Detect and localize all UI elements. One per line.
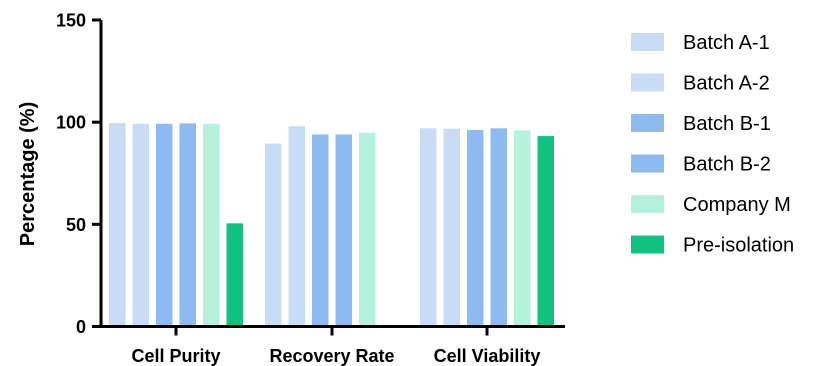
bar-batch-a-1-cell-purity [109,123,126,327]
bar-batch-a-2-cell-purity [132,123,149,327]
bar-batch-b-2-cell-purity [179,123,196,327]
bar-batch-a-1-cell-viability [420,128,437,327]
bar-batch-b-1-cell-viability [467,129,484,327]
legend-label: Batch B-2 [683,154,771,176]
bar-batch-a-2-recovery-rate [288,126,305,327]
y-axis-title: Percentage (%) [17,102,39,247]
legend-swatch [631,154,664,173]
bar-batch-a-2-cell-viability [443,128,460,327]
category-labels-group: Cell Purity Recovery Rate Cell Viability [131,326,541,366]
bars-group [109,123,554,327]
bar-company-m-cell-viability [514,130,531,327]
legend-label: Batch A-1 [683,32,770,54]
bar-pre-isolation-cell-purity [226,223,243,327]
bar-batch-b-1-cell-purity [156,123,173,327]
legend-label: Pre-isolation [683,235,794,257]
legend-swatch [631,195,664,213]
y-ticks-group: 0 50 100 150 [56,11,101,337]
bar-company-m-recovery-rate [359,132,376,327]
y-tick-label: 150 [56,11,86,31]
legend: Batch A-1 Batch A-2 Batch B-1 Batch B-2 Comp… [631,32,794,257]
legend-swatch [631,73,664,92]
legend-swatch [631,235,664,254]
bar-pre-isolation-cell-viability [537,136,554,327]
legend-swatch [631,33,664,51]
legend-label: Batch B-1 [683,113,771,135]
bar-batch-b-1-recovery-rate [312,134,329,327]
legend-swatch [631,114,664,132]
bar-batch-b-2-recovery-rate [335,134,352,327]
bar-batch-b-2-cell-viability [490,128,507,327]
y-tick-label: 100 [56,113,86,133]
x-category-label: Cell Viability [434,346,541,366]
x-category-label: Cell Purity [131,346,220,366]
x-category-label: Recovery Rate [269,346,394,366]
bar-company-m-cell-purity [203,123,220,327]
bar-batch-a-1-recovery-rate [265,143,282,327]
y-tick-label: 50 [66,215,86,235]
y-tick-label: 0 [76,317,86,337]
legend-label: Batch A-2 [683,73,770,95]
legend-label: Company M [683,194,791,216]
